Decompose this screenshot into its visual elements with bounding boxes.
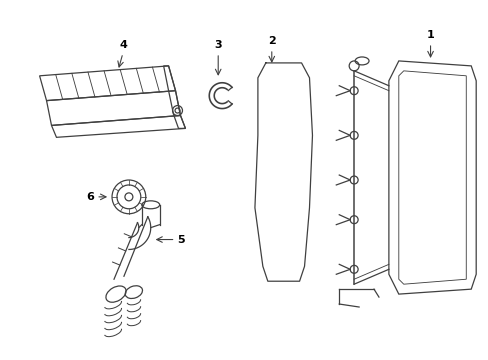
Text: 5: 5 — [177, 234, 185, 244]
Text: 4: 4 — [119, 40, 126, 50]
Text: 1: 1 — [426, 30, 433, 40]
Text: 2: 2 — [267, 36, 275, 46]
Text: 6: 6 — [86, 192, 94, 202]
Text: 3: 3 — [214, 40, 222, 50]
